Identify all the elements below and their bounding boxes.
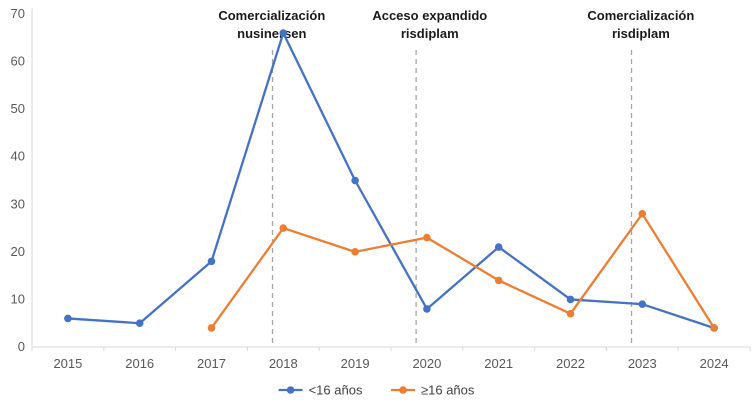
x-tick-label: 2019 xyxy=(341,356,370,371)
data-point xyxy=(64,314,72,323)
annotation-text: Comercialización xyxy=(218,8,325,23)
data-point xyxy=(494,243,503,251)
data-point xyxy=(207,257,216,266)
legend-item-label: ≥16 años xyxy=(421,383,475,398)
x-tick-label: 2015 xyxy=(53,356,82,371)
data-point xyxy=(566,309,575,318)
x-tick-label: 2024 xyxy=(700,356,729,371)
x-tick-label: 2016 xyxy=(125,356,154,371)
y-tick-label: 0 xyxy=(18,339,25,354)
annotation-text: nusinersen xyxy=(237,26,306,41)
data-point xyxy=(566,295,575,304)
y-tick-label: 10 xyxy=(11,291,25,306)
legend-marker-dot xyxy=(286,386,295,394)
y-tick-label: 70 xyxy=(11,6,25,21)
y-tick-label: 40 xyxy=(11,149,25,164)
annotation-text: risdiplam xyxy=(401,26,459,41)
x-tick-label: 2018 xyxy=(269,356,298,371)
x-tick-label: 2017 xyxy=(197,356,226,371)
data-point xyxy=(279,224,288,232)
x-tick-label: 2020 xyxy=(412,356,441,371)
legend-marker-dot xyxy=(399,386,407,394)
data-point xyxy=(207,324,216,332)
data-point xyxy=(423,233,431,242)
x-tick-label: 2022 xyxy=(556,356,585,371)
annotation-text: risdiplam xyxy=(612,26,670,41)
data-point xyxy=(351,248,359,256)
y-tick-label: 20 xyxy=(11,244,25,259)
y-tick-label: 60 xyxy=(11,54,25,69)
data-point xyxy=(423,305,431,313)
annotation-text: Comercialización xyxy=(587,8,694,23)
data-point xyxy=(638,300,647,308)
data-point xyxy=(494,276,503,285)
y-tick-label: 30 xyxy=(11,196,25,211)
legend-item-label: <16 años xyxy=(309,383,363,398)
series-line-0 xyxy=(66,31,716,330)
series-line-1 xyxy=(210,212,716,330)
data-point xyxy=(351,176,359,185)
data-point xyxy=(279,29,288,37)
x-tick-label: 2023 xyxy=(628,356,657,371)
y-tick-label: 50 xyxy=(11,101,25,116)
annotation-text: Acceso expandido xyxy=(372,8,487,23)
data-point xyxy=(135,319,144,328)
x-tick-label: 2021 xyxy=(484,356,513,371)
data-point xyxy=(638,210,647,218)
data-point xyxy=(710,324,718,332)
